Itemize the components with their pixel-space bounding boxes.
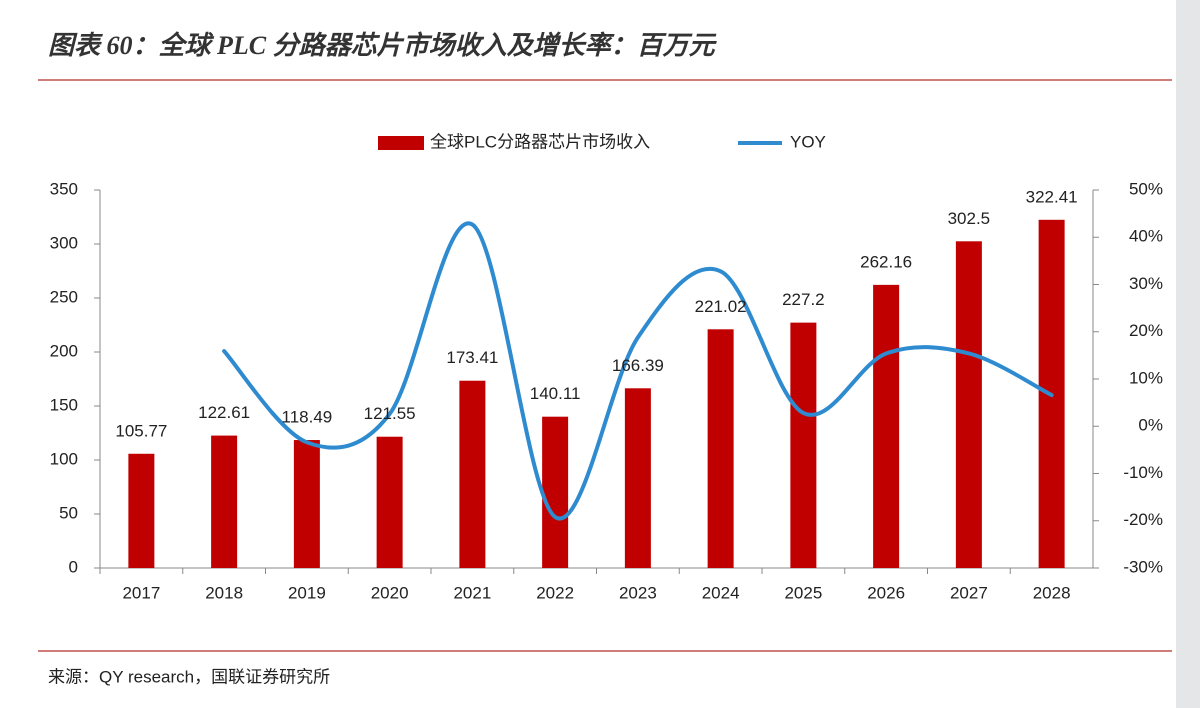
bar <box>790 322 817 568</box>
bar <box>293 440 320 568</box>
y2-tick-label: 30% <box>1129 274 1163 293</box>
bar <box>211 435 238 568</box>
data-label: 322.41 <box>1026 187 1078 206</box>
y-tick-label: 100 <box>50 449 78 468</box>
bar <box>955 241 982 569</box>
y2-tick-label: -30% <box>1123 557 1163 576</box>
bar <box>542 416 569 568</box>
x-tick-label: 2025 <box>784 583 822 602</box>
y2-tick-label: 40% <box>1129 227 1163 246</box>
data-label: 121.55 <box>364 404 416 423</box>
y-tick-label: 250 <box>50 287 78 306</box>
y-tick-label: 50 <box>59 503 78 522</box>
data-label: 302.5 <box>948 209 991 228</box>
data-label: 227.2 <box>782 290 825 309</box>
y2-tick-label: -20% <box>1123 510 1163 529</box>
x-tick-label: 2028 <box>1033 583 1071 602</box>
data-label: 262.16 <box>860 252 912 271</box>
side-strip <box>1176 0 1200 708</box>
bar <box>707 329 734 568</box>
bar <box>624 388 651 568</box>
x-tick-label: 2018 <box>205 583 243 602</box>
data-label: 122.61 <box>198 403 250 422</box>
yoy-line <box>222 221 1054 521</box>
x-tick-label: 2019 <box>288 583 326 602</box>
y2-tick-label: 50% <box>1129 179 1163 198</box>
y2-tick-label: 20% <box>1129 321 1163 340</box>
legend-swatch <box>378 136 424 150</box>
data-label: 140.11 <box>530 384 581 403</box>
x-tick-label: 2024 <box>702 583 740 602</box>
y2-tick-label: -10% <box>1123 463 1163 482</box>
bar <box>128 453 155 568</box>
x-tick-label: 2017 <box>122 583 160 602</box>
source-note: 来源：QY research，国联证券研究所 <box>48 667 330 686</box>
y-tick-label: 200 <box>50 341 78 360</box>
y2-tick-label: 10% <box>1129 368 1163 387</box>
legend-label: 全球PLC分路器芯片市场收入 <box>430 132 650 151</box>
data-label: 173.41 <box>446 348 498 367</box>
y-tick-label: 350 <box>50 179 78 198</box>
data-label: 221.02 <box>695 297 747 316</box>
x-tick-label: 2020 <box>371 583 409 602</box>
data-label: 105.77 <box>115 421 167 440</box>
y-tick-label: 0 <box>69 557 78 576</box>
y-tick-label: 300 <box>50 233 78 252</box>
chart-title: 图表 60：全球 PLC 分路器芯片市场收入及增长率：百万元 <box>48 31 718 60</box>
bar <box>459 380 486 568</box>
y-tick-label: 150 <box>50 395 78 414</box>
x-tick-label: 2026 <box>867 583 905 602</box>
data-label: 118.49 <box>282 408 333 427</box>
bar <box>376 436 403 568</box>
x-tick-label: 2022 <box>536 583 574 602</box>
y2-tick-label: 0% <box>1138 416 1163 435</box>
legend-label: YOY <box>790 132 826 151</box>
data-label: 166.39 <box>612 356 664 375</box>
x-tick-label: 2027 <box>950 583 988 602</box>
x-tick-label: 2023 <box>619 583 657 602</box>
x-tick-label: 2021 <box>453 583 491 602</box>
bar <box>873 284 900 568</box>
